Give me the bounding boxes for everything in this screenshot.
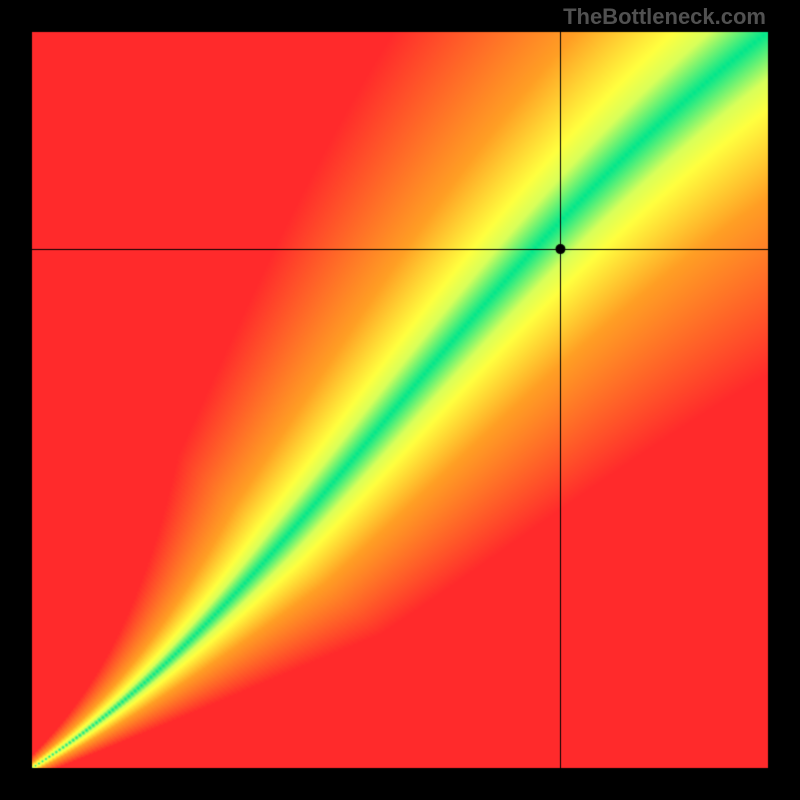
chart-container: TheBottleneck.com xyxy=(0,0,800,800)
watermark-text: TheBottleneck.com xyxy=(563,4,766,30)
heatmap-canvas xyxy=(0,0,800,800)
